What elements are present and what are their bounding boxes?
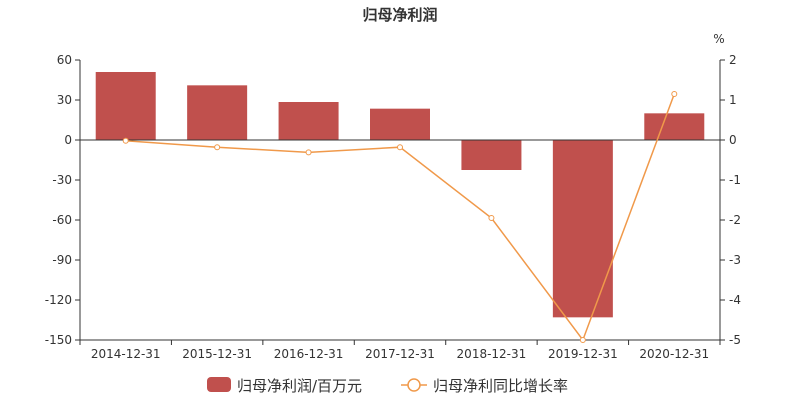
left-tick-label: -150 [45,333,72,347]
right-tick-label: -5 [729,333,741,347]
legend-bar-label: 归母净利润/百万元 [237,377,362,395]
left-tick-label: -30 [52,173,72,187]
right-tick-label: 2 [729,53,737,67]
plot-area: 60 30 0 -30 -60 -90 -120 -150 2 1 0 -1 -2 -3 -4 -5 2014-… [45,53,741,361]
x-tick-label: 2016-12-31 [274,347,344,361]
left-tick-label: -60 [52,213,72,227]
left-tick-label: 0 [64,133,72,147]
right-axis-unit: % [713,32,724,46]
x-tick-label: 2019-12-31 [548,347,618,361]
bar [552,140,613,318]
left-tick-label: 30 [57,93,72,107]
bar [95,72,156,140]
bar [187,85,248,140]
growth-rate-point [305,149,312,156]
growth-rate-point [397,144,403,151]
x-tick-label: 2015-12-31 [182,347,252,361]
growth-rate-point [671,91,678,97]
right-tick-label: -1 [729,173,741,187]
bar [370,108,430,140]
x-tick-label: 2014-12-31 [91,347,161,361]
legend-line-marker [407,378,421,392]
growth-rate-point [579,337,586,343]
left-tick-label: 60 [57,53,72,67]
growth-rate-point [122,137,129,144]
legend: 归母净利润/百万元 归母净利同比增长率 [207,377,568,395]
right-tick-label: -3 [729,253,741,267]
left-tick-label: -120 [45,293,72,307]
growth-rate-point [488,215,495,221]
chart-title: 归母净利润 [362,6,437,24]
right-tick-label: 0 [729,133,737,147]
x-tick-label: 2017-12-31 [365,347,435,361]
right-tick-label: -4 [729,293,741,307]
bar [644,113,705,140]
bar [278,102,339,140]
growth-rate-point [214,144,221,151]
right-tick-label: -2 [729,213,741,227]
left-tick-label: -90 [52,253,72,267]
legend-bar-swatch [207,377,231,392]
x-tick-label: 2018-12-31 [457,347,527,361]
bar [461,140,522,170]
legend-line-label: 归母净利同比增长率 [433,377,568,395]
right-tick-label: 1 [729,93,737,107]
x-tick-label: 2020-12-31 [639,347,709,361]
